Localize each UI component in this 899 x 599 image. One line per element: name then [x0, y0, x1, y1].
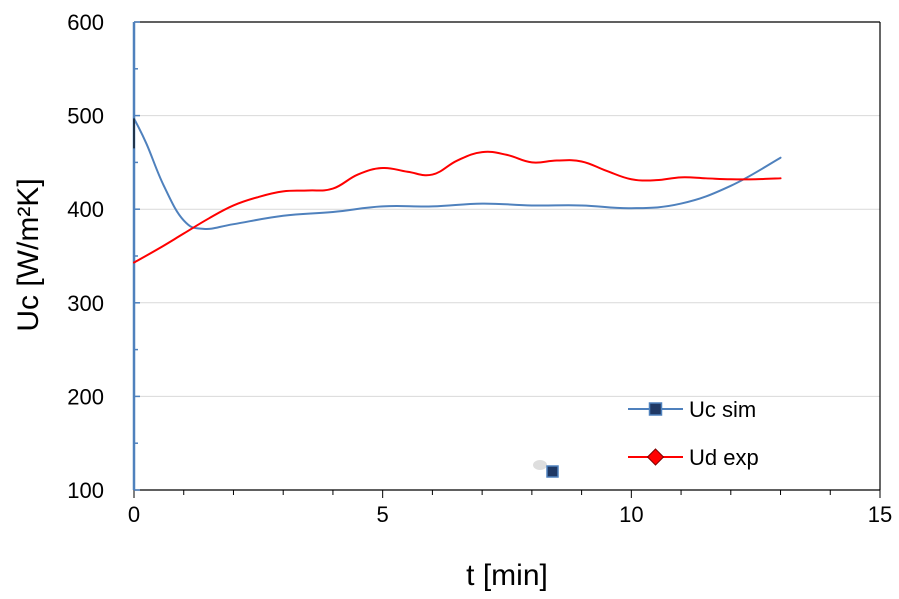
x-axis-title: t [min]: [466, 559, 548, 592]
y-tick-label-500: 500: [67, 104, 104, 129]
axes: [132, 21, 881, 498]
series-line-uc-sim: [133, 117, 782, 230]
y-tick-label-100: 100: [67, 478, 104, 503]
legend: Uc sim Ud exp: [628, 397, 759, 470]
legend-label-ud-exp: Ud exp: [689, 445, 759, 470]
series-lines: [133, 117, 782, 264]
x-tick-label-5: 5: [377, 502, 389, 527]
y-tick-label-300: 300: [67, 291, 104, 316]
y-tick-label-600: 600: [67, 10, 104, 35]
x-tick-label-0: 0: [128, 502, 140, 527]
gridlines: [134, 21, 880, 397]
legend-marker-square-uc-sim: [648, 402, 663, 416]
x-tick-label-10: 10: [619, 502, 643, 527]
tick-labels: 0 5 10 15 100 200 300 400 500 600: [67, 10, 892, 527]
stray-square-marker: [546, 465, 559, 478]
y-tick-label-400: 400: [67, 197, 104, 222]
series-line-ud-exp: [133, 150, 782, 264]
x-tick-label-15: 15: [868, 502, 892, 527]
legend-label-uc-sim: Uc sim: [689, 397, 756, 422]
legend-marker-diamond-ud-exp: [646, 448, 665, 466]
stray-marker-shadow: [533, 460, 547, 470]
stray-marker: [533, 460, 559, 478]
y-axis-title: Uc [W/m²K]: [12, 178, 45, 331]
y-tick-label-200: 200: [67, 384, 104, 409]
